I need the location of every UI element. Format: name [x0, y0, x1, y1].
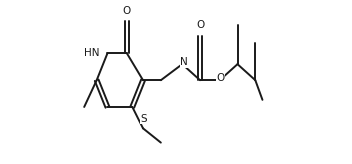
Text: O: O [196, 20, 204, 30]
Text: HN: HN [84, 49, 99, 59]
Text: O: O [216, 73, 225, 83]
Text: N: N [180, 57, 188, 67]
Text: O: O [123, 6, 131, 16]
Text: S: S [140, 113, 147, 123]
